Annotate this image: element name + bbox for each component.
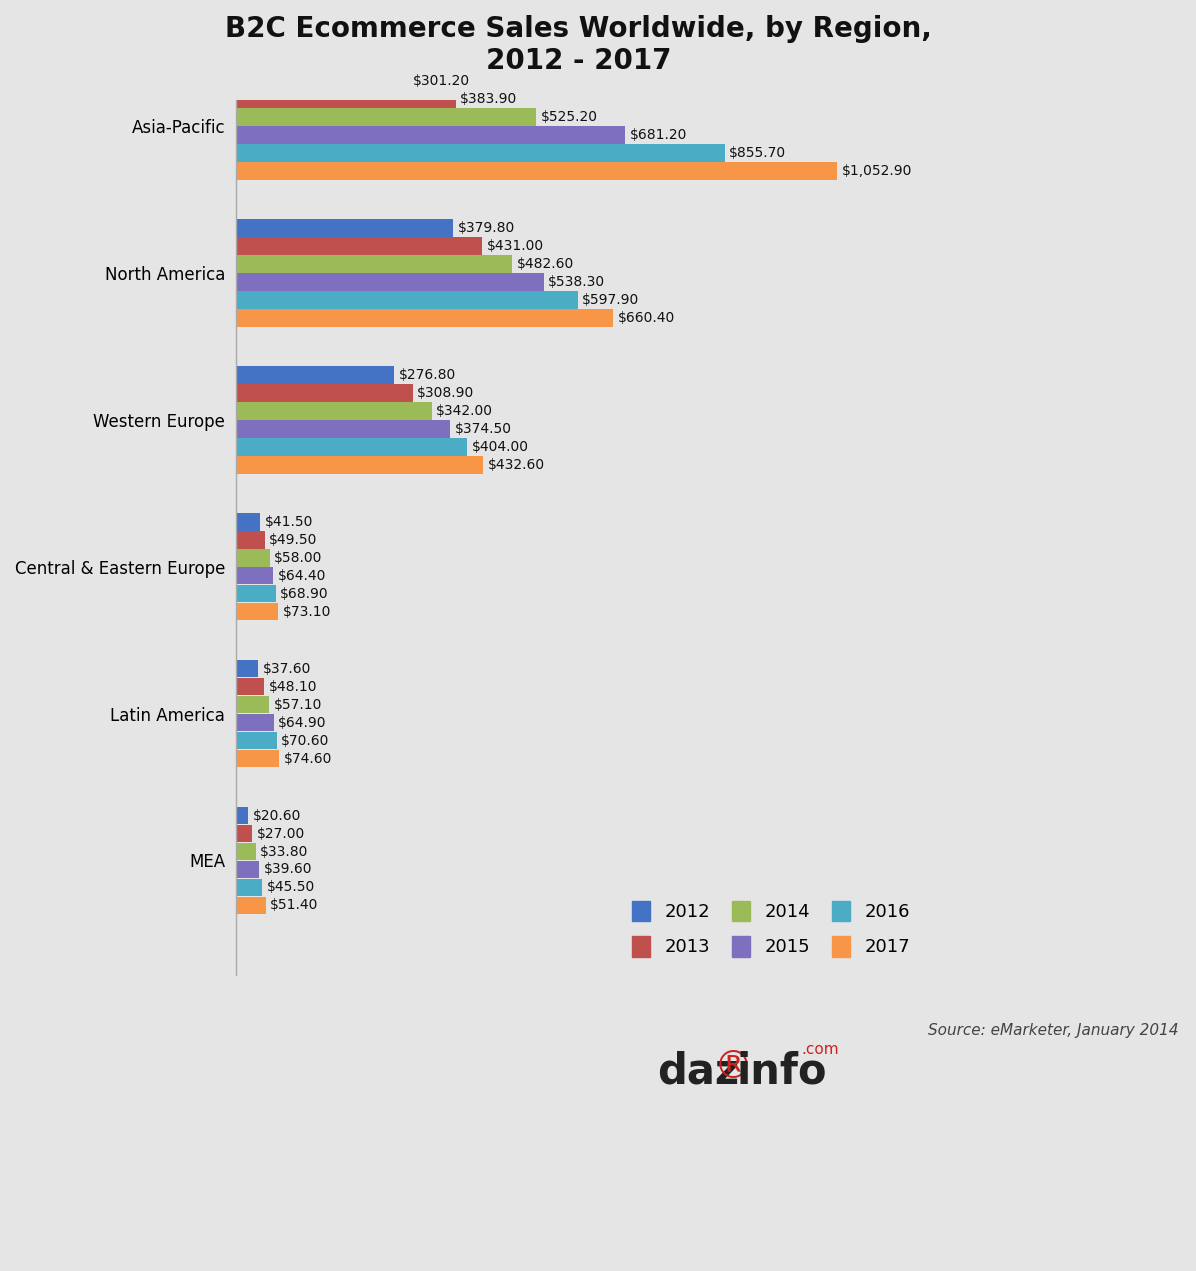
Text: $45.50: $45.50 <box>267 881 316 895</box>
Text: $33.80: $33.80 <box>261 844 309 858</box>
Text: $1,052.90: $1,052.90 <box>842 164 913 178</box>
Bar <box>237 238 482 254</box>
Text: $681.20: $681.20 <box>629 128 687 142</box>
Bar <box>237 825 252 843</box>
Text: $432.60: $432.60 <box>488 458 545 472</box>
Bar <box>237 219 453 236</box>
Text: $404.00: $404.00 <box>471 440 529 454</box>
Title: B2C Ecommerce Sales Worldwide, by Region,
2012 - 2017: B2C Ecommerce Sales Worldwide, by Region… <box>225 15 932 75</box>
Text: ®: ® <box>714 1047 752 1085</box>
Bar <box>237 585 276 602</box>
Text: $37.60: $37.60 <box>262 662 311 676</box>
Bar <box>237 896 266 914</box>
Text: $538.30: $538.30 <box>548 275 605 289</box>
Text: $68.90: $68.90 <box>280 587 329 601</box>
Bar <box>237 714 274 731</box>
Text: $64.90: $64.90 <box>279 716 327 730</box>
Bar <box>237 602 279 620</box>
Text: Source: eMarketer, January 2014: Source: eMarketer, January 2014 <box>928 1023 1178 1038</box>
Bar <box>237 366 395 384</box>
Text: $482.60: $482.60 <box>517 257 574 271</box>
Text: $74.60: $74.60 <box>283 751 332 765</box>
Bar <box>237 108 536 126</box>
Text: $73.10: $73.10 <box>282 605 331 619</box>
Text: $525.20: $525.20 <box>541 111 598 125</box>
Text: $64.40: $64.40 <box>277 568 327 582</box>
Text: $379.80: $379.80 <box>458 221 515 235</box>
Text: $301.20: $301.20 <box>413 74 470 88</box>
Text: $855.70: $855.70 <box>730 146 786 160</box>
Text: $48.10: $48.10 <box>268 680 317 694</box>
Bar <box>237 72 408 90</box>
Text: $276.80: $276.80 <box>399 367 456 381</box>
Text: daz: daz <box>658 1050 739 1092</box>
Text: $49.50: $49.50 <box>269 533 318 547</box>
Bar <box>237 860 260 878</box>
Text: $57.10: $57.10 <box>274 698 322 712</box>
Bar <box>237 843 256 860</box>
Text: $39.60: $39.60 <box>263 863 312 877</box>
Bar <box>237 531 264 549</box>
Bar <box>237 513 261 530</box>
Bar <box>237 419 450 437</box>
Bar <box>237 384 413 402</box>
Text: $660.40: $660.40 <box>618 311 675 325</box>
Text: $27.00: $27.00 <box>256 826 305 840</box>
Text: $597.90: $597.90 <box>582 292 640 306</box>
Text: $20.60: $20.60 <box>252 808 301 822</box>
Bar <box>237 732 276 750</box>
Text: $374.50: $374.50 <box>454 422 512 436</box>
Bar <box>237 807 249 825</box>
Bar <box>237 695 269 713</box>
Bar <box>237 677 264 695</box>
Bar <box>237 456 483 474</box>
Legend: 2012, 2013, 2014, 2015, 2016, 2017: 2012, 2013, 2014, 2015, 2016, 2017 <box>623 891 919 966</box>
Text: $51.40: $51.40 <box>270 899 319 913</box>
Text: $308.90: $308.90 <box>417 386 475 400</box>
Bar <box>237 750 279 768</box>
Bar <box>237 144 725 161</box>
Bar <box>237 163 837 179</box>
Bar <box>237 660 258 677</box>
Bar <box>237 273 544 291</box>
Text: $383.90: $383.90 <box>460 92 518 105</box>
Bar <box>237 309 614 327</box>
Bar <box>237 878 262 896</box>
Bar <box>237 549 269 567</box>
Bar <box>237 291 578 309</box>
Bar <box>237 255 512 273</box>
Text: $41.50: $41.50 <box>264 515 313 529</box>
Text: $58.00: $58.00 <box>274 550 323 564</box>
Text: .com: .com <box>801 1042 838 1056</box>
Bar <box>237 90 456 108</box>
Bar <box>237 126 626 144</box>
Bar <box>237 402 432 419</box>
Text: $342.00: $342.00 <box>437 404 493 418</box>
Bar <box>237 567 273 585</box>
Text: $70.60: $70.60 <box>281 733 330 747</box>
Text: $431.00: $431.00 <box>487 239 544 253</box>
Bar <box>237 438 466 455</box>
Text: info: info <box>737 1050 826 1092</box>
